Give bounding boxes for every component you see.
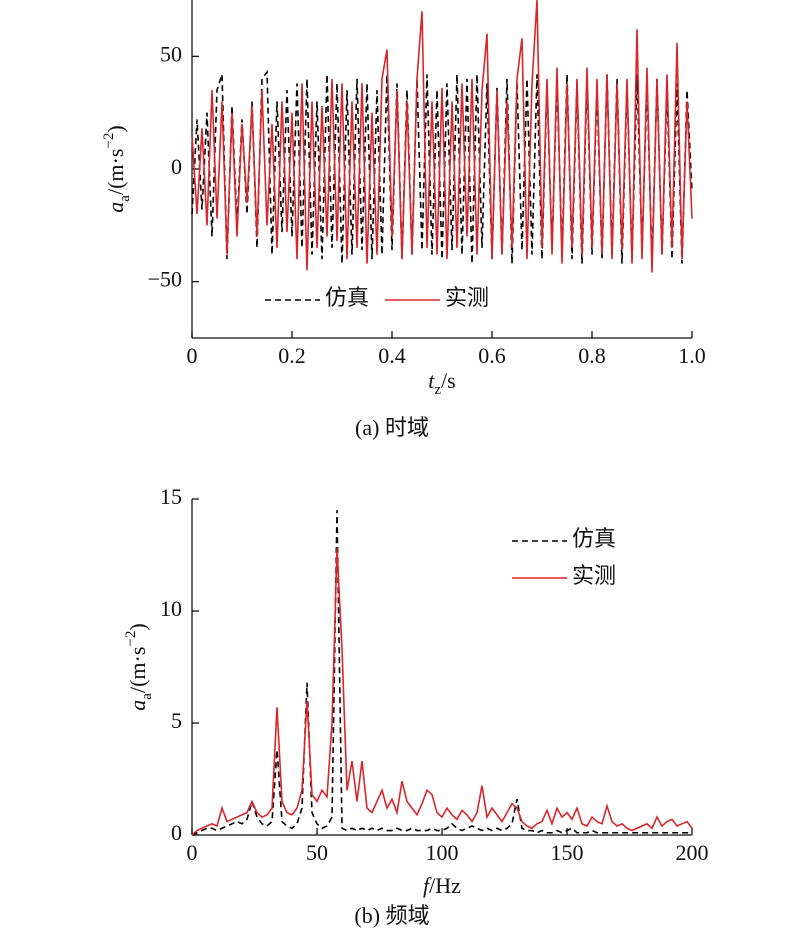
y-tick-label: 50 xyxy=(160,41,182,66)
legend-label: 实测 xyxy=(572,563,616,588)
legend-label: 仿真 xyxy=(325,285,369,310)
y-label-part: −2 xyxy=(123,631,139,647)
x-label-part: t xyxy=(428,368,435,393)
y-label-part: a xyxy=(103,202,128,213)
y-axis-label: aa/(m·s−2) xyxy=(123,623,155,710)
x-tick-label: 200 xyxy=(676,840,709,865)
caption: (b) 频域 xyxy=(354,903,429,928)
x-label-part: f xyxy=(423,873,432,898)
x-label-part: z xyxy=(434,382,441,398)
y-tick-label: 0 xyxy=(171,820,182,845)
y-tick-label: 0 xyxy=(171,154,182,179)
x-label-part: /Hz xyxy=(429,873,461,898)
x-tick-label: 0.6 xyxy=(478,343,506,368)
y-label-part: a xyxy=(139,693,155,700)
y-label-part: ) xyxy=(103,125,128,132)
x-tick-label: 0 xyxy=(187,343,198,368)
y-label-part: −2 xyxy=(101,133,117,149)
legend-label: 仿真 xyxy=(572,526,616,551)
series-line xyxy=(191,548,693,836)
y-tick-label: 15 xyxy=(160,484,182,509)
x-axis-label: f/Hz xyxy=(423,873,461,898)
x-axis-label: tz/s xyxy=(428,368,455,398)
x-tick-label: 100 xyxy=(426,840,459,865)
caption: (a) 时域 xyxy=(355,415,429,440)
series-line xyxy=(191,510,692,836)
legend-label: 实测 xyxy=(445,285,489,310)
y-label-part: /(m·s xyxy=(103,149,128,195)
x-tick-label: 1.0 xyxy=(678,343,706,368)
y-tick-label: 10 xyxy=(160,596,182,621)
x-tick-label: 0.8 xyxy=(578,343,606,368)
x-label-part: /s xyxy=(441,368,456,393)
x-tick-label: 50 xyxy=(306,840,328,865)
y-label-part: a xyxy=(117,195,133,202)
y-label-part: ) xyxy=(125,623,150,630)
x-tick-label: 0.2 xyxy=(278,343,306,368)
y-tick-label: 5 xyxy=(171,708,182,733)
x-tick-label: 0 xyxy=(187,840,198,865)
y-label-part: /(m·s xyxy=(125,647,150,693)
x-tick-label: 0.4 xyxy=(378,343,406,368)
y-axis-label: aa/(m·s−2) xyxy=(101,125,133,212)
y-label-part: a xyxy=(125,700,150,711)
y-tick-label: −50 xyxy=(148,267,182,292)
series-line xyxy=(191,0,693,273)
x-tick-label: 150 xyxy=(551,840,584,865)
